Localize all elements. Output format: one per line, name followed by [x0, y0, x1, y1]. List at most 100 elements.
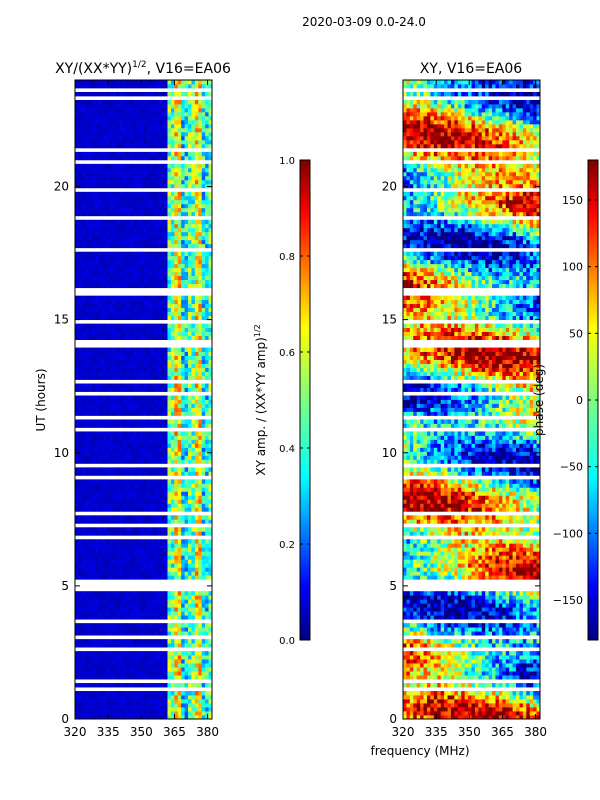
- heatmap-cell: [109, 207, 114, 213]
- heatmap-cell: [188, 539, 192, 544]
- heatmap-cell: [184, 199, 189, 205]
- heatmap-cell: [98, 399, 103, 404]
- heatmap-cell: [109, 527, 114, 532]
- heatmap-cell: [208, 335, 212, 340]
- heatmap-cell: [208, 211, 212, 217]
- heatmap-cell: [164, 467, 168, 472]
- heatmap-cell: [146, 483, 151, 488]
- heatmap-cell: [194, 503, 199, 508]
- heatmap-cell: [181, 451, 185, 456]
- heatmap-cell: [78, 323, 83, 329]
- heatmap-cell: [170, 567, 175, 572]
- heatmap-cell: [140, 235, 144, 241]
- heatmap-cell: [92, 251, 96, 257]
- heatmap-cell: [198, 439, 203, 444]
- heatmap-cell: [153, 527, 158, 532]
- heatmap-cell: [95, 495, 100, 500]
- heatmap-cell: [119, 275, 124, 281]
- heatmap-cell: [164, 123, 168, 129]
- heatmap-cell: [75, 363, 79, 368]
- heatmap-cell: [177, 675, 182, 680]
- heatmap-cell: [122, 507, 127, 512]
- heatmap-cell: [95, 115, 100, 121]
- heatmap-cell: [153, 703, 158, 708]
- heatmap-cell: [201, 495, 206, 500]
- heatmap-cell: [205, 259, 209, 265]
- heatmap-cell: [143, 351, 148, 356]
- heatmap-cell: [167, 663, 172, 668]
- heatmap-cell: [81, 663, 86, 668]
- heatmap-cell: [205, 631, 209, 636]
- heatmap-cell: [75, 691, 79, 696]
- heatmap-cell: [109, 359, 114, 364]
- heatmap-cell: [85, 151, 90, 157]
- heatmap-cell: [102, 467, 107, 472]
- heatmap-cell: [95, 643, 100, 648]
- heatmap-cell: [116, 179, 120, 185]
- heatmap-cell: [98, 595, 103, 600]
- heatmap-cell: [191, 371, 196, 376]
- heatmap-cell: [102, 699, 107, 704]
- heatmap-cell: [109, 371, 114, 376]
- heatmap-cell: [146, 403, 151, 408]
- heatmap-cell: [126, 375, 131, 380]
- heatmap-cell: [201, 423, 206, 428]
- heatmap-cell: [102, 171, 107, 177]
- heatmap-cell: [208, 363, 212, 368]
- heatmap-cell: [170, 387, 175, 392]
- heatmap-cell: [92, 323, 96, 329]
- heatmap-cell: [85, 499, 90, 504]
- heatmap-cell: [95, 191, 100, 197]
- heatmap-cell: [119, 395, 124, 400]
- heatmap-cell: [109, 431, 114, 436]
- heatmap-cell: [167, 467, 172, 472]
- heatmap-cell: [184, 591, 189, 596]
- heatmap-cell: [140, 395, 144, 400]
- heatmap-cell: [119, 403, 124, 408]
- heatmap-cell: [205, 387, 209, 392]
- heatmap-cell: [153, 235, 158, 241]
- heatmap-cell: [116, 643, 120, 648]
- heatmap-cell: [153, 199, 158, 205]
- heatmap-cell: [174, 135, 179, 141]
- heatmap-cell: [150, 575, 155, 580]
- heatmap-cell: [208, 155, 212, 161]
- heatmap-cell: [181, 191, 185, 197]
- heatmap-cell: [157, 559, 162, 564]
- heatmap-cell: [105, 255, 110, 261]
- heatmap-cell: [98, 503, 103, 508]
- heatmap-cell: [181, 639, 185, 644]
- heatmap-cell: [75, 407, 79, 412]
- heatmap-cell: [157, 315, 162, 321]
- heatmap-cell: [157, 639, 162, 644]
- heatmap-cell: [181, 123, 185, 129]
- heatmap-cell: [188, 383, 192, 388]
- heatmap-cell: [136, 375, 141, 380]
- heatmap-cell: [181, 175, 185, 181]
- heatmap-cell: [188, 439, 192, 444]
- heatmap-cell: [143, 367, 148, 372]
- heatmap-cell: [208, 567, 212, 572]
- heatmap-cell: [129, 227, 134, 233]
- heatmap-cell: [122, 531, 127, 536]
- heatmap-cell: [153, 499, 158, 504]
- heatmap-cell: [177, 651, 182, 656]
- heatmap-cell: [126, 255, 131, 261]
- heatmap-cell: [170, 191, 175, 197]
- heatmap-cell: [78, 111, 83, 117]
- heatmap-cell: [133, 355, 138, 360]
- heatmap-cell: [177, 591, 182, 596]
- heatmap-cell: [164, 139, 168, 145]
- heatmap-cell: [78, 639, 83, 644]
- heatmap-cell: [150, 255, 155, 261]
- heatmap-cell: [177, 115, 182, 121]
- heatmap-cell: [177, 303, 182, 309]
- heatmap-cell: [136, 135, 141, 141]
- heatmap-cell: [160, 431, 165, 436]
- heatmap-cell: [205, 539, 209, 544]
- heatmap-cell: [129, 567, 134, 572]
- heatmap-cell: [143, 607, 148, 612]
- heatmap-cell: [153, 179, 158, 185]
- heatmap-cell: [184, 455, 189, 460]
- heatmap-cell: [198, 315, 203, 321]
